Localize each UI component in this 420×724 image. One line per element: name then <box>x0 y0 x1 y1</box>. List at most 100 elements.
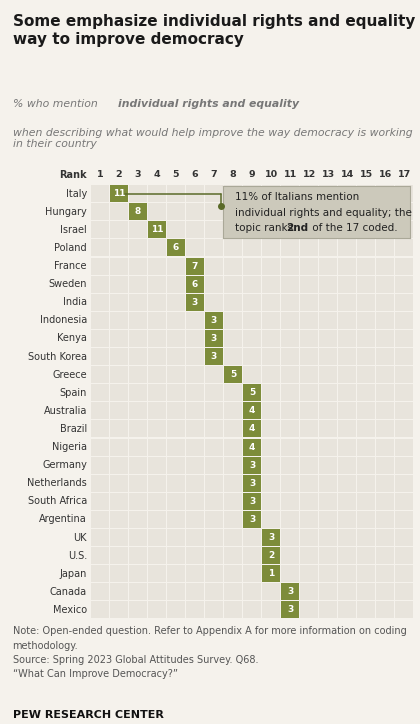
Text: % who mention: % who mention <box>13 98 101 109</box>
Bar <box>129 511 147 528</box>
Text: Poland: Poland <box>54 243 87 253</box>
Bar <box>262 602 280 618</box>
Bar <box>319 258 337 274</box>
Bar <box>357 366 375 383</box>
Bar <box>110 294 128 311</box>
Bar <box>110 348 128 365</box>
Bar <box>395 457 413 473</box>
Text: 3: 3 <box>249 497 255 506</box>
Bar <box>376 348 394 365</box>
Bar <box>224 529 242 546</box>
Bar <box>376 276 394 292</box>
Text: 3: 3 <box>211 316 217 325</box>
Bar <box>91 421 109 437</box>
Bar <box>376 312 394 329</box>
Text: 3: 3 <box>287 587 293 597</box>
Bar <box>376 258 394 274</box>
Bar <box>300 457 318 473</box>
Bar <box>167 565 185 582</box>
Bar <box>205 203 223 220</box>
Bar <box>300 330 318 347</box>
Bar <box>395 258 413 274</box>
Bar <box>300 511 318 528</box>
Bar <box>281 240 299 256</box>
Bar <box>357 403 375 419</box>
Bar <box>224 348 242 365</box>
Bar <box>224 366 242 383</box>
Bar <box>129 276 147 292</box>
Text: 13: 13 <box>322 170 335 180</box>
Bar <box>319 384 337 401</box>
Bar <box>129 222 147 238</box>
Bar <box>167 312 185 329</box>
Bar <box>262 276 280 292</box>
Bar <box>300 222 318 238</box>
Bar <box>148 222 166 238</box>
Bar <box>319 584 337 600</box>
Bar <box>129 493 147 510</box>
Bar <box>205 475 223 492</box>
Bar <box>148 312 166 329</box>
Bar <box>186 421 204 437</box>
Text: France: France <box>55 261 87 271</box>
Bar <box>186 185 204 202</box>
Bar <box>338 403 356 419</box>
Bar <box>148 529 166 546</box>
Bar <box>167 421 185 437</box>
Bar <box>376 602 394 618</box>
Bar <box>300 584 318 600</box>
Bar <box>338 421 356 437</box>
Bar <box>338 547 356 564</box>
Bar <box>357 348 375 365</box>
Bar <box>357 602 375 618</box>
Bar <box>91 312 109 329</box>
Bar <box>262 203 280 220</box>
Bar <box>338 529 356 546</box>
Bar <box>167 222 185 238</box>
Bar <box>91 276 109 292</box>
Bar <box>243 312 261 329</box>
Bar <box>300 403 318 419</box>
Bar <box>243 240 261 256</box>
Bar <box>338 240 356 256</box>
Text: UK: UK <box>74 533 87 542</box>
Bar <box>338 276 356 292</box>
Bar <box>281 203 299 220</box>
Bar <box>357 185 375 202</box>
Bar <box>224 222 242 238</box>
Text: of the 17 coded.: of the 17 coded. <box>309 223 398 233</box>
Bar <box>319 602 337 618</box>
Bar <box>243 348 261 365</box>
Bar <box>357 547 375 564</box>
Bar <box>224 547 242 564</box>
Bar <box>129 258 147 274</box>
Bar <box>167 240 185 256</box>
Bar <box>243 384 261 401</box>
Bar <box>243 529 261 546</box>
Bar <box>186 584 204 600</box>
Bar <box>395 439 413 455</box>
Bar <box>319 529 337 546</box>
Bar <box>319 222 337 238</box>
Bar <box>319 185 337 202</box>
Bar <box>319 439 337 455</box>
Bar <box>281 565 299 582</box>
Text: Australia: Australia <box>44 406 87 416</box>
Bar <box>262 312 280 329</box>
Text: topic ranks: topic ranks <box>235 223 296 233</box>
Bar <box>224 276 242 292</box>
Bar <box>376 565 394 582</box>
Bar <box>357 439 375 455</box>
Bar <box>376 203 394 220</box>
Bar <box>205 294 223 311</box>
Text: 5: 5 <box>249 388 255 397</box>
Bar <box>319 475 337 492</box>
Bar <box>186 348 204 365</box>
Bar <box>167 276 185 292</box>
Bar <box>357 276 375 292</box>
Bar <box>300 529 318 546</box>
Bar <box>224 602 242 618</box>
Bar <box>357 240 375 256</box>
Bar <box>148 203 166 220</box>
Text: 5: 5 <box>230 370 236 379</box>
